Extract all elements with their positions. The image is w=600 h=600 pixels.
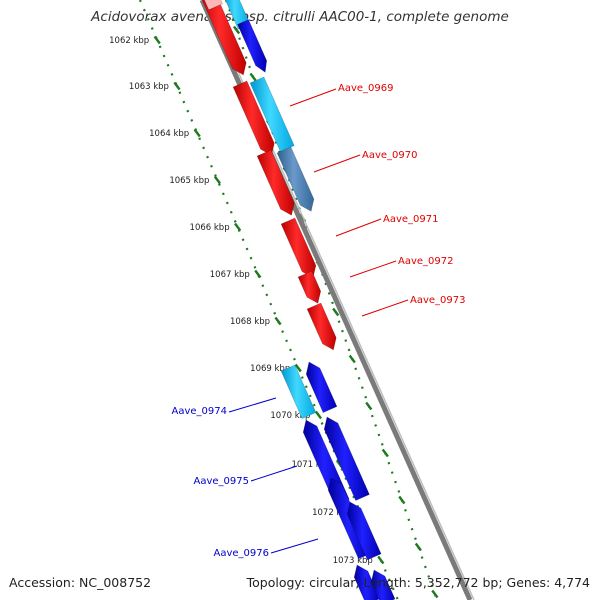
gene-label-leader bbox=[250, 465, 298, 482]
kbp-tick-label: 1071 kbp bbox=[291, 460, 331, 470]
gene-arrow-forward[interactable] bbox=[280, 217, 317, 279]
gene-arrow-forward[interactable] bbox=[256, 149, 295, 216]
kbp-tick-label: 1068 kbp bbox=[230, 317, 270, 327]
scale-tick bbox=[398, 495, 406, 505]
gene-label[interactable]: Aave_0976 bbox=[214, 548, 270, 559]
gene-label[interactable]: Aave_0973 bbox=[410, 295, 466, 306]
scale-tick bbox=[234, 222, 242, 232]
kbp-tick-label: 1073 kbp bbox=[333, 556, 373, 566]
kbp-tick-label: 1070 kbp bbox=[270, 411, 310, 421]
kbp-tick-label: 1063 kbp bbox=[129, 82, 169, 92]
scale-tick bbox=[173, 81, 181, 91]
gene-rna-feature[interactable] bbox=[280, 364, 317, 419]
scale-tick bbox=[249, 72, 257, 82]
kbp-tick-label: 1066 kbp bbox=[190, 223, 230, 233]
gene-label[interactable]: Aave_0971 bbox=[383, 214, 439, 225]
gene-label-leader bbox=[335, 218, 382, 237]
gene-arrow-forward[interactable] bbox=[203, 0, 223, 11]
scale-tick bbox=[254, 269, 262, 279]
kbp-tick-label: 1067 kbp bbox=[210, 270, 250, 280]
kbp-tick-label: 1069 kbp bbox=[250, 364, 290, 374]
scale-tick bbox=[431, 589, 439, 599]
gene-arrow-reverse[interactable] bbox=[370, 569, 396, 600]
gene-arrow-reverse[interactable] bbox=[346, 501, 382, 561]
scale-tick bbox=[414, 542, 422, 552]
scale-tick bbox=[314, 410, 323, 420]
kbp-tick-label: 1072 kbp bbox=[312, 508, 352, 518]
kbp-tick-label: 1064 kbp bbox=[149, 129, 189, 139]
gene-arrow-reverse[interactable] bbox=[353, 564, 381, 600]
gene-label-leader bbox=[289, 88, 337, 107]
gene-arrow-forward[interactable] bbox=[232, 80, 275, 156]
gene-label[interactable]: Aave_0974 bbox=[172, 406, 228, 417]
scale-tick bbox=[294, 363, 302, 373]
gene-label-leader bbox=[313, 154, 361, 173]
scale-tick bbox=[232, 25, 241, 35]
kbp-tick-label: 1065 kbp bbox=[169, 176, 209, 186]
scale-tick bbox=[365, 401, 373, 411]
gene-rna-feature[interactable] bbox=[249, 76, 295, 152]
gene-arrow-forward[interactable] bbox=[306, 302, 337, 351]
scale-tick bbox=[274, 316, 282, 326]
scale-tick bbox=[348, 354, 356, 364]
gene-arrow-reverse-strand[interactable] bbox=[237, 19, 268, 73]
scale-tick bbox=[213, 175, 221, 185]
gene-label[interactable]: Aave_0972 bbox=[398, 256, 454, 267]
gene-arrow-forward[interactable] bbox=[297, 270, 322, 304]
scale-tick bbox=[377, 555, 385, 565]
scale-tick bbox=[381, 448, 389, 458]
gene-arrow-forward[interactable] bbox=[198, 0, 247, 76]
genome-title: Acidovorax avenae subsp. citrulli AAC00-… bbox=[91, 9, 509, 25]
kbp-tick-label: 1062 kbp bbox=[109, 36, 149, 46]
gene-label-leader bbox=[228, 397, 277, 413]
genome-summary-text: Topology: circular; Length: 5,352,772 bp… bbox=[246, 575, 590, 590]
scale-tick bbox=[332, 307, 340, 317]
gene-label-leader bbox=[270, 538, 319, 554]
accession-text: Accession: NC_008752 bbox=[9, 575, 152, 590]
gene-arrow-other[interactable] bbox=[276, 146, 315, 212]
gene-arrow-reverse[interactable] bbox=[323, 416, 370, 501]
gene-label[interactable]: Aave_0975 bbox=[194, 476, 250, 487]
gene-label-leader bbox=[361, 299, 409, 317]
gene-label[interactable]: Aave_0969 bbox=[338, 83, 394, 94]
gene-label[interactable]: Aave_0970 bbox=[362, 150, 418, 161]
scale-tick bbox=[153, 35, 161, 45]
gene-arrow-reverse[interactable] bbox=[305, 361, 338, 413]
gene-label-leader bbox=[349, 260, 397, 278]
scale-tick bbox=[193, 128, 201, 138]
